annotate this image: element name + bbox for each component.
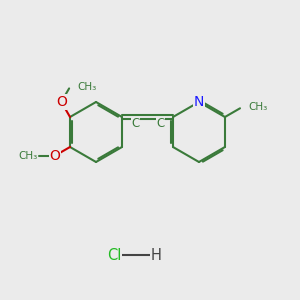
Text: N: N: [194, 95, 204, 109]
Text: CH₃: CH₃: [248, 102, 268, 112]
Text: O: O: [56, 95, 67, 109]
Text: C: C: [131, 117, 140, 130]
Text: CH₃: CH₃: [19, 151, 38, 161]
Text: O: O: [50, 149, 60, 163]
Text: Cl: Cl: [107, 248, 121, 262]
Text: CH₃: CH₃: [77, 82, 97, 92]
Text: H: H: [151, 248, 161, 262]
Text: C: C: [156, 117, 164, 130]
